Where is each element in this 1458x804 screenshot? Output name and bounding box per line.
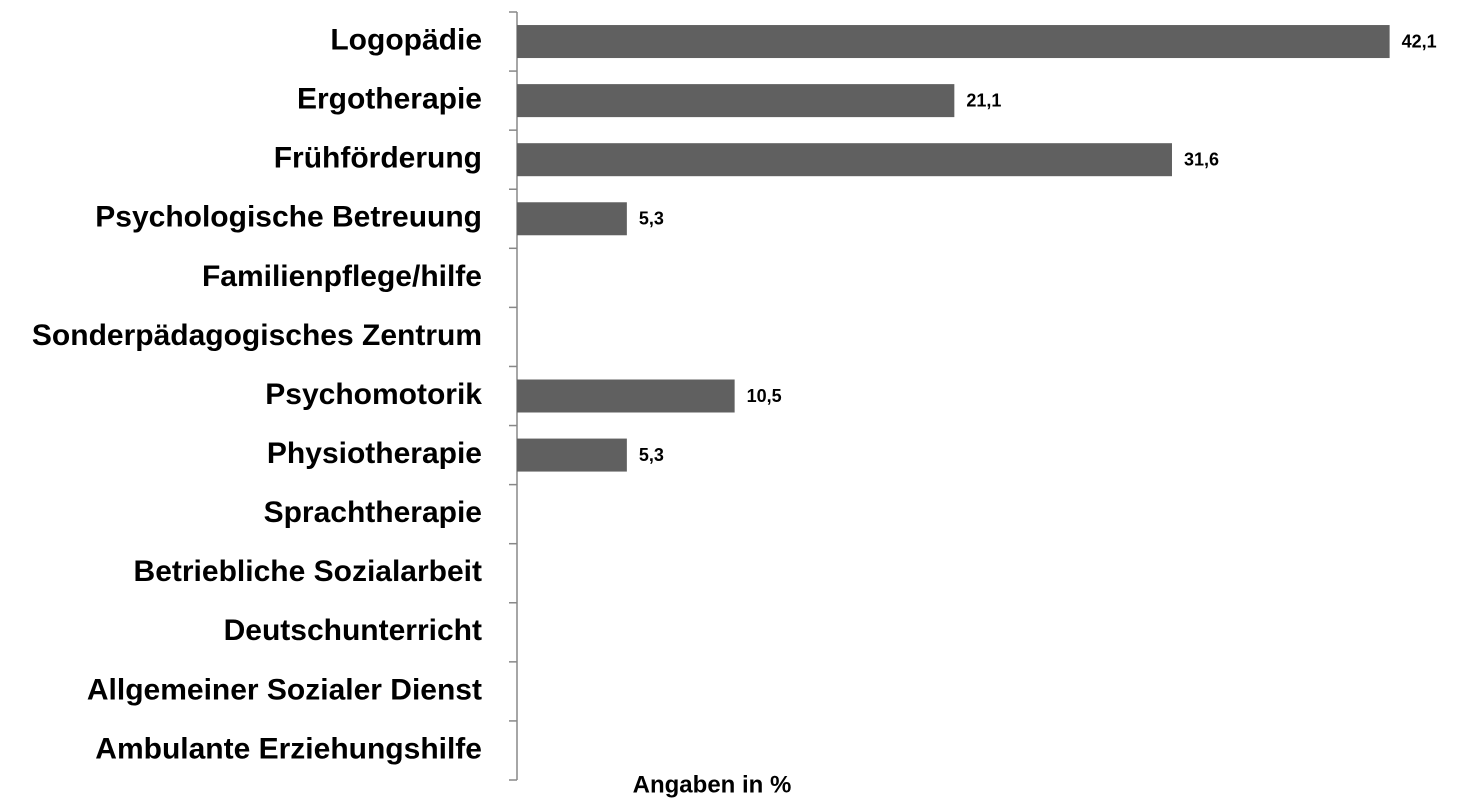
y-tick-label: Ergotherapie [297,83,482,116]
bar [517,84,955,118]
y-tick-label: Allgemeiner Sozialer Dienst [87,673,482,706]
value-label: 5,3 [639,209,664,229]
bar [517,25,1390,59]
x-axis-title: Angaben in % [633,771,792,798]
y-tick-label: Betriebliche Sozialarbeit [134,555,482,588]
y-tick-label: Physiotherapie [267,437,482,470]
y-tick-label: Frühförderung [274,142,482,175]
y-tick-label: Psychologische Betreuung [95,201,482,234]
bar [517,202,627,236]
y-tick-label: Logopädie [330,23,482,56]
y-tick-label: Sprachtherapie [264,496,482,529]
bar [517,143,1172,177]
bar [517,379,735,413]
value-label: 31,6 [1184,149,1219,169]
value-label: 21,1 [966,90,1001,110]
y-tick-label: Familienpflege/hilfe [202,260,482,293]
y-tick-label: Ambulante Erziehungshilfe [95,732,482,765]
value-label: 10,5 [747,386,782,406]
bar [517,438,627,472]
y-tick-label: Deutschunterricht [224,614,482,647]
y-tick-label: Sonderpädagogisches Zentrum [32,319,482,352]
y-tick-label: Psychomotorik [265,378,482,411]
value-label: 42,1 [1402,31,1437,51]
value-label: 5,3 [639,445,664,465]
